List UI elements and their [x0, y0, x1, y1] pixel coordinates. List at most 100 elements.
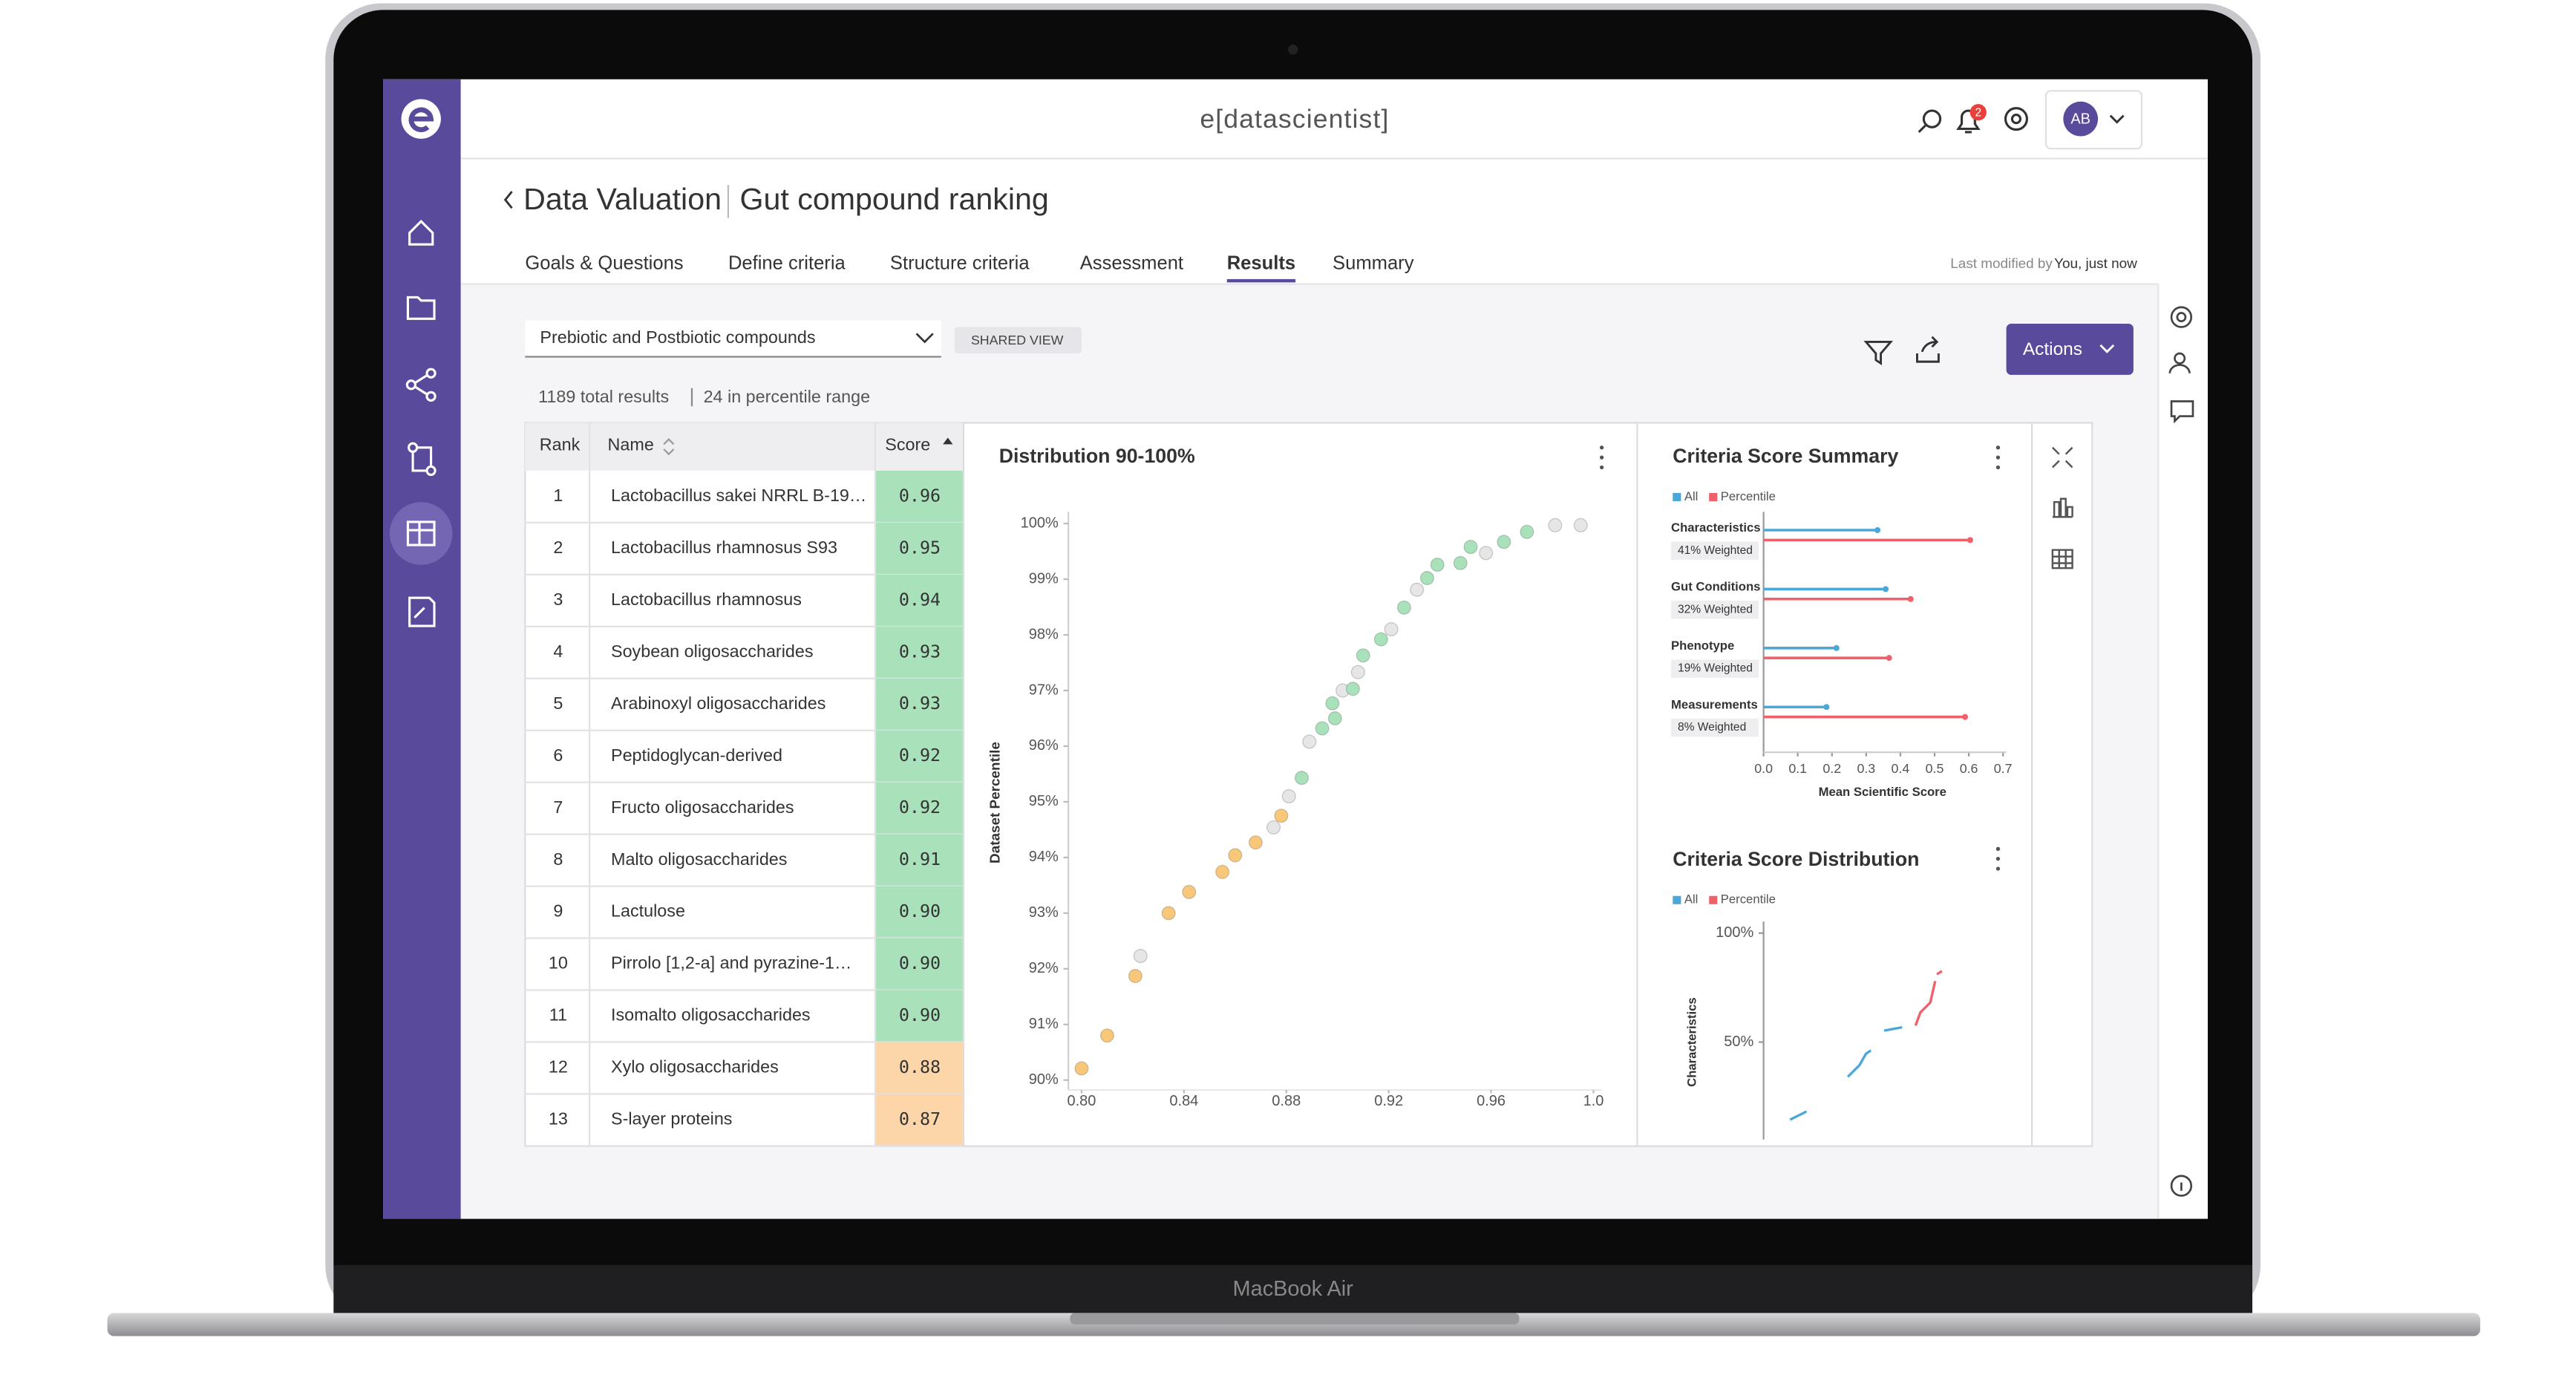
- rank-cell: 9: [553, 901, 563, 921]
- name-cell: Lactobacillus rhamnosus: [611, 590, 802, 609]
- category-label: Characteristics: [1671, 520, 1760, 535]
- x-tick-label: 0.2: [1823, 761, 1841, 776]
- column-header[interactable]: Rank: [540, 435, 581, 454]
- line: [1914, 970, 1943, 1026]
- actions-label: Actions: [2023, 339, 2082, 359]
- bar: [1763, 704, 1830, 711]
- bar-end: [1833, 644, 1840, 651]
- point: [1479, 546, 1494, 561]
- score-cell: [875, 522, 963, 575]
- sort-icon[interactable]: [663, 438, 675, 456]
- share-export-icon[interactable]: [1916, 336, 1940, 363]
- tab[interactable]: Goals & Questions: [525, 253, 683, 274]
- chart-title: Criteria Score Summary: [1673, 445, 1898, 467]
- column-header[interactable]: Name: [608, 435, 654, 454]
- last-modified-who: You, just now: [2054, 256, 2137, 272]
- point: [1274, 809, 1289, 823]
- name-cell: Peptidoglycan-derived: [611, 745, 782, 765]
- sidebar: [383, 79, 461, 1219]
- rank-cell: 7: [553, 797, 563, 817]
- legend-label: All: [1684, 892, 1699, 907]
- name-cell: S-layer proteins: [611, 1109, 732, 1129]
- folder-icon[interactable]: [406, 296, 436, 320]
- brand-logo: e[datascientist]: [1200, 104, 1389, 134]
- point: [1497, 535, 1511, 549]
- select-caret: [915, 333, 934, 344]
- score-value: 0.92: [899, 797, 941, 817]
- point: [1573, 518, 1588, 532]
- y-tick-label: 94%: [1029, 849, 1059, 865]
- point: [1520, 524, 1534, 539]
- results-total: 1189 total results: [538, 387, 669, 406]
- x-tick-label: 0.1: [1788, 761, 1807, 776]
- table-icon[interactable]: [406, 520, 436, 546]
- actions-button[interactable]: [2006, 323, 2134, 375]
- table-view-icon[interactable]: [2051, 549, 2073, 569]
- tab[interactable]: Structure criteria: [890, 253, 1030, 274]
- point: [1419, 571, 1434, 586]
- right-rail: [2168, 306, 2194, 1197]
- weight-label: 19% Weighted: [1678, 662, 1753, 675]
- point: [1074, 1061, 1089, 1076]
- tab[interactable]: Summary: [1333, 253, 1414, 274]
- tab[interactable]: Define criteria: [728, 253, 846, 274]
- breadcrumb-section[interactable]: Data Valuation: [523, 182, 722, 216]
- rank-cell: 13: [549, 1109, 568, 1129]
- base-notch: [1070, 1313, 1520, 1325]
- bar: [1763, 644, 1840, 651]
- comments-icon[interactable]: [2170, 400, 2194, 424]
- rank-cell: 11: [549, 1005, 567, 1025]
- point: [1345, 682, 1360, 696]
- weight-label: 41% Weighted: [1678, 544, 1753, 557]
- score-cell: [875, 626, 963, 679]
- info-icon[interactable]: [2170, 1175, 2193, 1197]
- score-value: 0.93: [899, 641, 941, 662]
- home-icon[interactable]: [408, 219, 434, 246]
- chart-view-icon[interactable]: [2052, 497, 2073, 518]
- distribution-menu[interactable]: [1995, 846, 2001, 871]
- rank-cell: 6: [553, 745, 563, 765]
- y-tick-label: 92%: [1029, 960, 1059, 976]
- actions-caret: [2099, 344, 2115, 353]
- score-value: 0.93: [899, 693, 941, 714]
- category-label: Phenotype: [1671, 639, 1734, 653]
- point: [1099, 1028, 1114, 1043]
- x-tick-label: 0.0: [1754, 761, 1773, 776]
- dataset-select[interactable]: [525, 320, 941, 357]
- x-tick-label: 0.80: [1067, 1093, 1096, 1109]
- active-nav[interactable]: [389, 502, 453, 565]
- y-tick-label: 93%: [1029, 904, 1059, 921]
- target-icon[interactable]: [2170, 306, 2193, 328]
- summary-menu[interactable]: [1995, 445, 2001, 470]
- shared-view-chip: [954, 327, 1082, 354]
- bar: [1763, 537, 1973, 543]
- sort-icon[interactable]: [943, 437, 953, 445]
- back-button[interactable]: [503, 191, 513, 209]
- user-initials: AB: [2070, 111, 2090, 128]
- point: [1281, 789, 1296, 803]
- point: [1325, 696, 1340, 711]
- y-tick-label: 91%: [1029, 1016, 1059, 1032]
- help-icon[interactable]: [2004, 107, 2028, 131]
- tab[interactable]: Assessment: [1080, 253, 1183, 274]
- chart-title: Distribution 90-100%: [999, 445, 1195, 467]
- scatter-menu[interactable]: [1599, 445, 1604, 470]
- search-icon[interactable]: [1918, 109, 1942, 134]
- weight-chip: [1671, 600, 1759, 619]
- name-cell: Fructo oligosaccharides: [611, 797, 794, 817]
- weight-chip: [1671, 541, 1759, 561]
- users-icon[interactable]: [2168, 352, 2191, 373]
- collapse-icon[interactable]: [2052, 446, 2073, 469]
- filter-icon[interactable]: [1863, 340, 1894, 366]
- share-icon[interactable]: [405, 368, 437, 402]
- report-icon[interactable]: [408, 596, 436, 627]
- bar: [1763, 527, 1881, 534]
- tab[interactable]: Results: [1227, 253, 1295, 274]
- point: [1182, 884, 1197, 899]
- user-caret: [2109, 114, 2125, 124]
- column-header[interactable]: Score: [885, 435, 930, 454]
- y-tick-label: 100%: [1716, 924, 1753, 941]
- rank-cell: 2: [553, 538, 563, 557]
- flow-icon[interactable]: [407, 442, 437, 477]
